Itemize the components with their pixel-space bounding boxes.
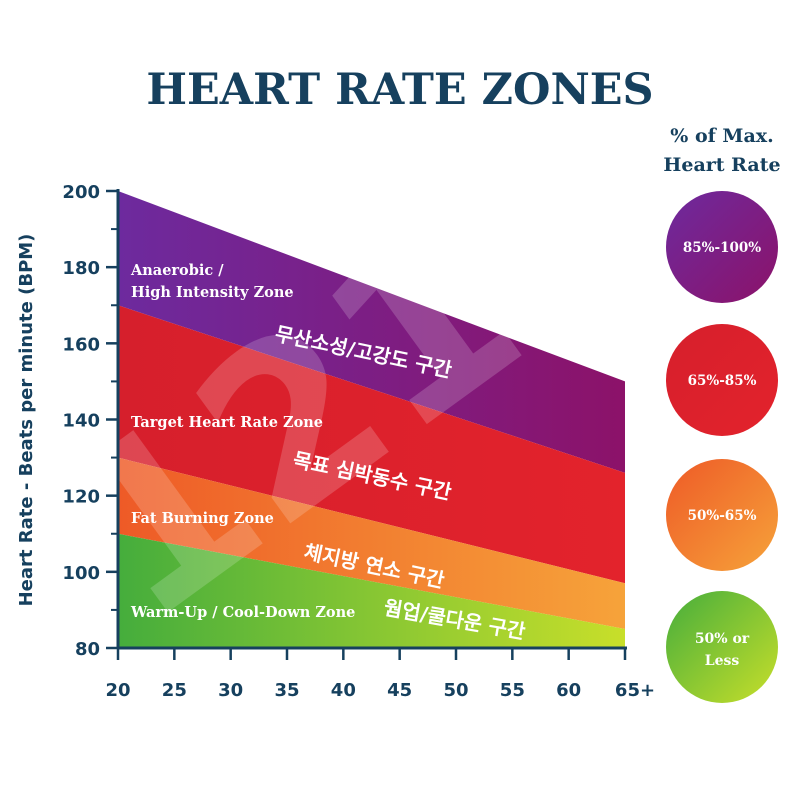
x-tick-label-40: 40 [331, 680, 356, 701]
zone-area-3 [118, 457, 625, 629]
zone-area-4 [118, 533, 625, 648]
zone-label-3: Fat Burning Zone [131, 510, 274, 527]
chart-title: HEART RATE ZONES [146, 65, 653, 115]
y-tick-label-80: 80 [75, 639, 100, 660]
legend-label-1: 85%-100% [683, 240, 761, 256]
x-tick-label-65: 65+ [615, 680, 655, 701]
x-tick-label-30: 30 [218, 680, 243, 701]
x-tick-label-60: 60 [556, 680, 581, 701]
y-tick-label-140: 140 [62, 411, 100, 432]
legend: % of Max. Heart Rate 85%-100% 65%-85% 50%-65… [663, 125, 781, 703]
legend-label-4-line-1: 50% or [695, 631, 750, 647]
y-tick-label-160: 160 [62, 334, 100, 355]
x-tick-label-55: 55 [500, 680, 525, 701]
bottom-blank-band [0, 712, 800, 800]
y-tick-label-120: 120 [62, 487, 100, 508]
legend-swatch-2 [666, 324, 778, 436]
x-tick-label-20: 20 [105, 680, 130, 701]
zone-area-1 [118, 191, 625, 473]
zone-label-1-line-1: Anaerobic / [130, 262, 224, 279]
zone-area-2 [118, 305, 625, 584]
legend-swatch-1 [666, 191, 778, 303]
legend-title-line-1: % of Max. [670, 125, 773, 147]
zone-label-4: Warm-Up / Cool-Down Zone [130, 604, 355, 621]
y-tick-label-200: 200 [62, 182, 100, 203]
x-tick-label-25: 25 [162, 680, 187, 701]
x-tick-label-50: 50 [443, 680, 468, 701]
legend-label-2: 65%-85% [688, 373, 757, 389]
legend-swatch-3 [666, 459, 778, 571]
legend-title-line-2: Heart Rate [663, 154, 780, 176]
y-tick-label-100: 100 [62, 563, 100, 584]
x-tick-label-45: 45 [387, 680, 412, 701]
axes: 80 100 120 140 160 180 200 20 25 30 35 40 45 50 55 60 65… [62, 182, 655, 701]
y-axis-label: Heart Rate - Beats per minute (BPM) [16, 234, 37, 607]
legend-label-4-line-2: Less [705, 653, 740, 669]
legend-swatch-4 [666, 591, 778, 703]
zone-label-2: Target Heart Rate Zone [131, 414, 323, 431]
y-tick-label-180: 180 [62, 258, 100, 279]
zone-label-1-line-2: High Intensity Zone [131, 284, 294, 301]
zone-areas [118, 191, 625, 648]
x-tick-label-35: 35 [274, 680, 299, 701]
legend-label-3: 50%-65% [688, 508, 757, 524]
